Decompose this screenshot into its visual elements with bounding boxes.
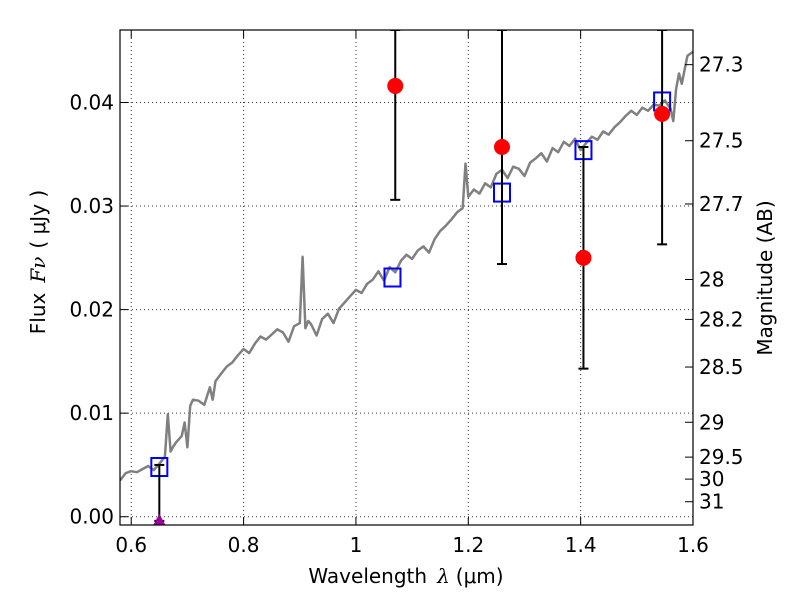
mag-tick-label: 27.7: [699, 192, 744, 216]
y-axis-label: FluxFν( μJy ): [26, 190, 50, 334]
observed-flux-marker: [387, 77, 404, 94]
plot-frame: [119, 29, 694, 526]
x-tick-label: 1: [350, 533, 363, 557]
y-tick-label: 0.01: [69, 401, 114, 425]
y-tick-label: 0.02: [69, 298, 114, 322]
mag-tick-label: 29: [699, 410, 724, 434]
y-tick-label: 0.00: [69, 505, 114, 529]
mag-tick-label: 27.5: [699, 129, 744, 153]
mag-tick-label: 31: [699, 490, 724, 514]
mag-tick-label: 29.5: [699, 445, 744, 469]
model-photometry-marker: [383, 267, 402, 288]
observed-flux-marker: [654, 105, 671, 122]
axis-ticks: 0.6 0.8 1 1.2 1.4 1.6 0.00 0.01 0.02 0.03 0.04 27.3…: [69, 30, 744, 557]
model-sed-line: [120, 50, 693, 482]
upper-limit-marker: [153, 513, 166, 525]
mag-tick-label: 28.2: [699, 307, 744, 331]
y-tick-label: 0.04: [69, 90, 114, 114]
x-tick-label: 1.4: [565, 533, 597, 557]
right-axis-label: Magnitude (AB): [753, 200, 777, 355]
x-tick-label: 0.8: [228, 533, 260, 557]
x-tick-label: 1.2: [452, 533, 484, 557]
plot-area: [120, 30, 693, 525]
mag-tick-label: 28: [699, 267, 724, 291]
x-tick-label: 0.6: [115, 533, 147, 557]
observed-flux-marker: [575, 249, 592, 266]
mag-tick-label: 28.5: [699, 355, 744, 379]
mag-tick-label: 27.3: [699, 53, 744, 77]
y-tick-label: 0.03: [69, 194, 114, 218]
observed-flux-marker: [494, 139, 510, 156]
mag-tick-label: 30: [699, 467, 724, 491]
x-axis-label: Wavelength λ (μm): [308, 564, 503, 588]
x-tick-label: 1.6: [677, 533, 709, 557]
